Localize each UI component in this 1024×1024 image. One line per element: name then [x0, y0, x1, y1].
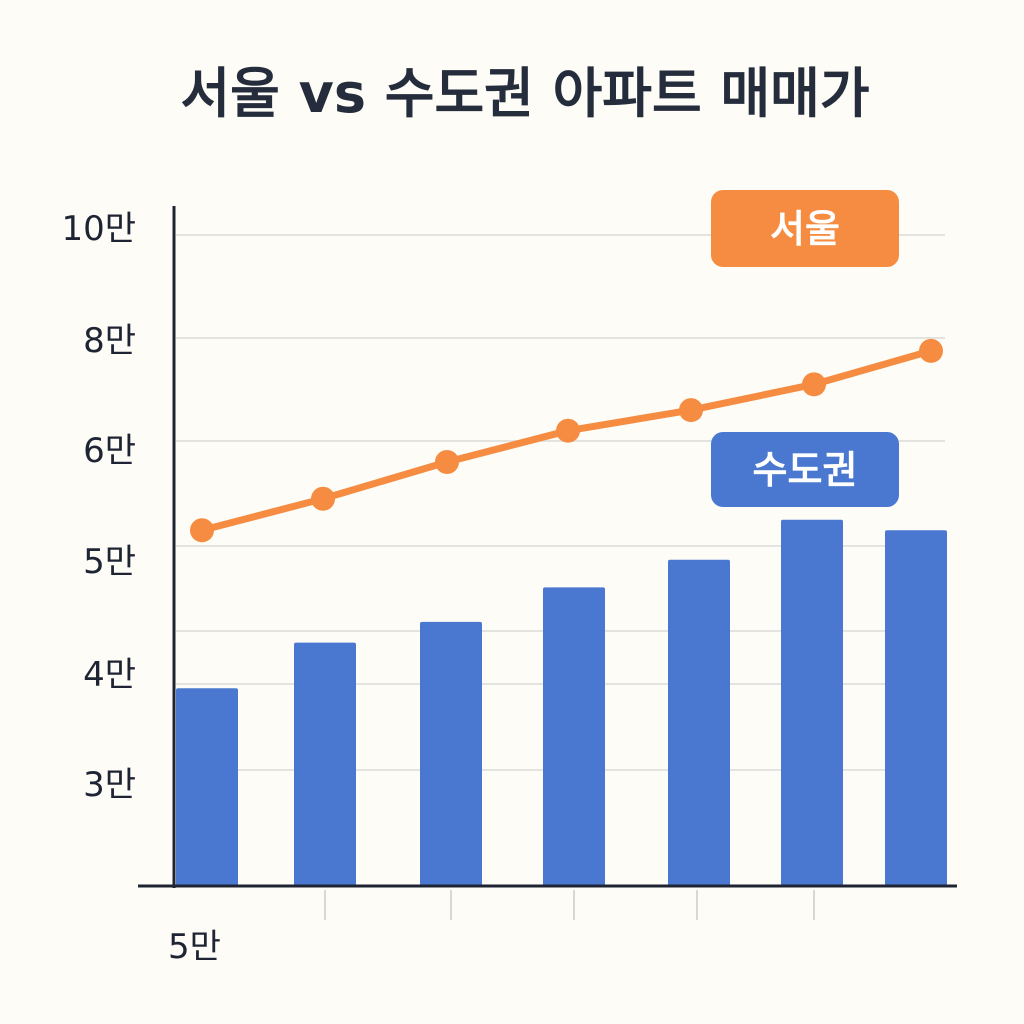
y-tick-labels: 10만 8만 6만 5만 4만 3만	[61, 209, 136, 805]
line-point	[435, 450, 459, 474]
y-tick-label: 8만	[83, 321, 136, 361]
legend-capital-label: 수도권	[753, 448, 858, 492]
bar	[885, 530, 947, 886]
line-series	[190, 338, 943, 543]
bar	[420, 621, 482, 886]
bar-series	[176, 519, 947, 886]
line-point	[919, 338, 943, 363]
y-tick-label: 6만	[83, 431, 136, 471]
line-point	[556, 418, 580, 443]
y-tick-label: 3만	[83, 765, 136, 805]
y-tick-label: 4만	[83, 655, 136, 695]
y-tick-label: 5만	[83, 542, 136, 582]
bar	[543, 587, 605, 886]
bar	[668, 559, 730, 886]
x-tick-label: 5만	[168, 927, 221, 967]
legend-seoul: 서울	[711, 190, 899, 267]
line-point	[679, 398, 703, 423]
chart-title: 서울 vs 수도권 아파트 매매가	[180, 62, 869, 125]
legend-seoul-label: 서울	[770, 207, 840, 251]
legend-capital: 수도권	[711, 432, 899, 507]
bar	[294, 642, 356, 886]
x-tick-marks	[324, 890, 815, 920]
bar	[176, 688, 238, 886]
y-tick-label: 10만	[61, 209, 136, 249]
line-point	[190, 518, 214, 543]
line-point	[311, 486, 335, 511]
legend-capital-badge	[711, 432, 899, 507]
line-point	[802, 372, 826, 397]
legend-seoul-badge	[711, 190, 899, 267]
bar	[781, 519, 843, 886]
